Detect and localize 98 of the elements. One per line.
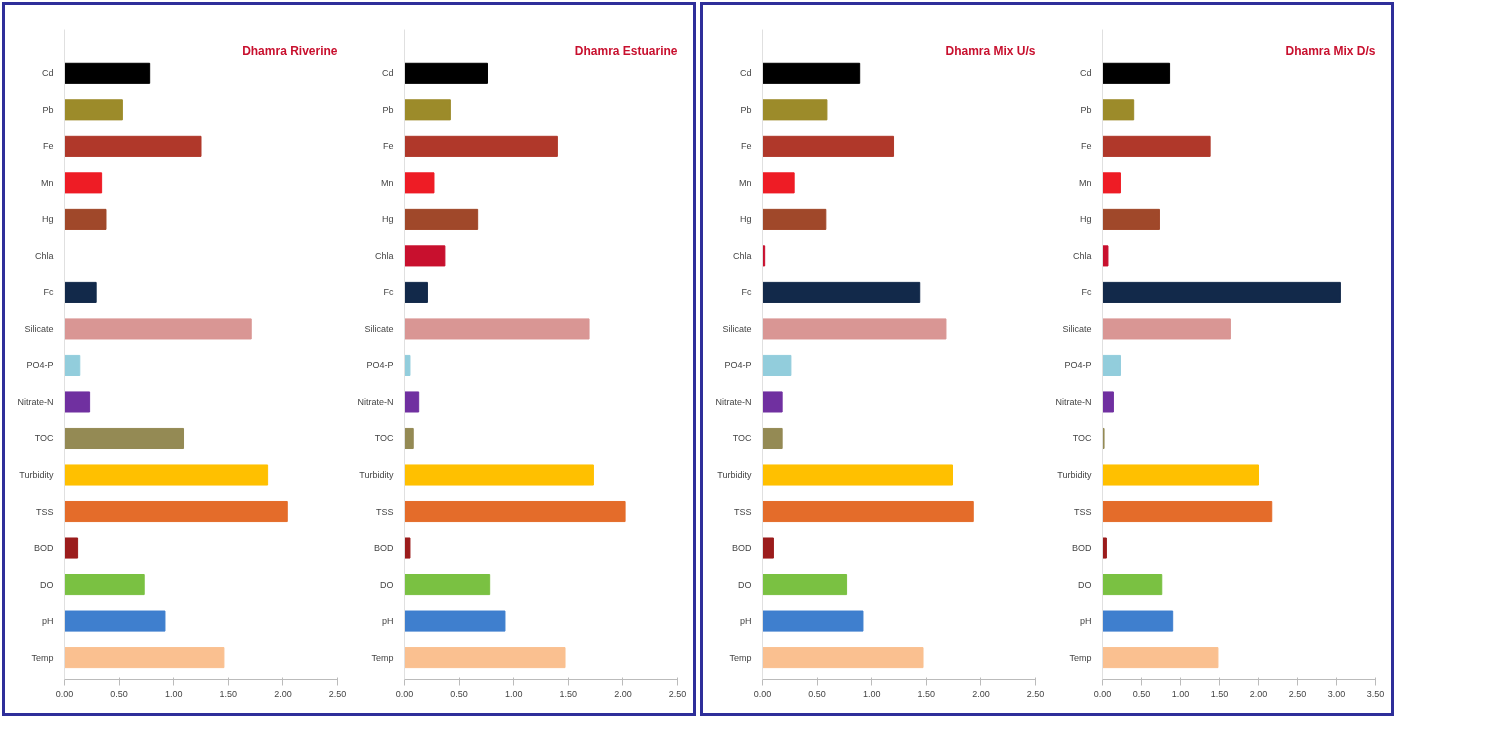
y-tick-label: Mn bbox=[1079, 177, 1092, 188]
y-tick-label: pH bbox=[382, 616, 394, 627]
x-tick-label: 2.50 bbox=[1026, 688, 1045, 699]
y-tick-label: Fe bbox=[43, 141, 54, 152]
x-tick-label: 1.50 bbox=[917, 688, 936, 699]
y-tick-label: Cd bbox=[42, 68, 54, 79]
x-tick-label: 2.50 bbox=[328, 688, 347, 699]
y-tick-label: Temp bbox=[1069, 652, 1092, 663]
y-tick-label: Silicate bbox=[24, 323, 54, 334]
x-tick-label: 2.00 bbox=[972, 688, 990, 699]
x-tick-label: 0.00 bbox=[1093, 688, 1112, 699]
text: Dhamra Mix U/s bbox=[945, 44, 1036, 59]
y-tick-label: Nitrate-N bbox=[1055, 396, 1092, 407]
y-tick-label: Nitrate-N bbox=[17, 396, 54, 407]
y-tick-label: TOC bbox=[374, 433, 394, 444]
y-tick-label: Nitrate-N bbox=[357, 396, 394, 407]
y-tick-label: Chla bbox=[374, 250, 394, 261]
y-tick-label: Silicate bbox=[364, 323, 394, 334]
y-tick-label: Cd bbox=[382, 68, 394, 79]
y-tick-label: Fc bbox=[741, 287, 752, 298]
text: Dhamra Riverine bbox=[242, 44, 338, 59]
y-tick-label: BOD bbox=[34, 543, 54, 554]
y-tick-label: Mn bbox=[739, 177, 752, 188]
x-tick-label: 2.50 bbox=[668, 688, 687, 699]
y-tick-label: Fc bbox=[1081, 287, 1092, 298]
x-tick-label: 2.50 bbox=[1288, 688, 1307, 699]
y-tick-label: BOD bbox=[374, 543, 394, 554]
y-tick-label: Fe bbox=[383, 141, 394, 152]
x-tick-label: 2.00 bbox=[614, 688, 632, 699]
x-tick-label: 1.00 bbox=[862, 688, 881, 699]
y-tick-label: BOD bbox=[732, 543, 752, 554]
y-tick-label: Cd bbox=[740, 68, 752, 79]
y-tick-label: Chla bbox=[1072, 250, 1092, 261]
y-tick-label: Hg bbox=[42, 214, 54, 225]
y-tick-label: TOC bbox=[34, 433, 54, 444]
y-tick-label: Chla bbox=[732, 250, 752, 261]
y-tick-label: Hg bbox=[382, 214, 394, 225]
y-tick-label: PO4-P bbox=[366, 360, 394, 371]
x-tick-label: 0.00 bbox=[55, 688, 74, 699]
text: Dhamra Estuarine bbox=[574, 44, 678, 59]
y-tick-label: Turbidity bbox=[359, 470, 394, 481]
y-tick-label: Silicate bbox=[1062, 323, 1092, 334]
y-tick-label: Pb bbox=[382, 104, 394, 115]
y-tick-label: Hg bbox=[740, 214, 752, 225]
y-tick-label: Pb bbox=[42, 104, 54, 115]
y-tick-label: PO4-P bbox=[1064, 360, 1092, 371]
text: Dhamra Mix D/s bbox=[1285, 44, 1376, 59]
y-tick-label: TOC bbox=[732, 433, 752, 444]
y-tick-label: Chla bbox=[34, 250, 54, 261]
y-tick-label: Fc bbox=[383, 287, 394, 298]
y-tick-label: DO bbox=[40, 579, 54, 590]
x-tick-label: 1.00 bbox=[164, 688, 183, 699]
y-tick-label: Hg bbox=[1080, 214, 1092, 225]
y-tick-label: Temp bbox=[371, 652, 394, 663]
y-tick-label: Nitrate-N bbox=[715, 396, 752, 407]
y-tick-label: TSS bbox=[734, 506, 752, 517]
x-tick-label: 0.50 bbox=[110, 688, 128, 699]
x-tick-label: 1.50 bbox=[219, 688, 238, 699]
y-tick-label: Pb bbox=[740, 104, 752, 115]
y-tick-label: Fc bbox=[43, 287, 54, 298]
x-tick-label: 0.50 bbox=[1132, 688, 1151, 699]
y-tick-label: Fe bbox=[1081, 141, 1092, 152]
x-tick-label: 2.00 bbox=[1249, 688, 1268, 699]
y-tick-label: PO4-P bbox=[724, 360, 752, 371]
x-tick-label: 0.00 bbox=[753, 688, 772, 699]
x-tick-label: 0.50 bbox=[450, 688, 468, 699]
y-tick-label: Turbidity bbox=[717, 470, 752, 481]
x-tick-label: 2.00 bbox=[274, 688, 292, 699]
y-tick-label: TSS bbox=[1074, 506, 1092, 517]
y-tick-label: Mn bbox=[381, 177, 394, 188]
y-tick-label: Pb bbox=[1080, 104, 1092, 115]
y-tick-label: TOC bbox=[1072, 433, 1092, 444]
y-tick-label: BOD bbox=[1072, 543, 1092, 554]
x-tick-label: 1.00 bbox=[504, 688, 523, 699]
y-tick-label: DO bbox=[1078, 579, 1092, 590]
y-tick-label: pH bbox=[42, 616, 54, 627]
x-tick-label: 0.50 bbox=[808, 688, 826, 699]
y-tick-label: DO bbox=[380, 579, 394, 590]
y-tick-label: TSS bbox=[376, 506, 394, 517]
y-tick-label: pH bbox=[740, 616, 752, 627]
y-tick-label: Temp bbox=[729, 652, 752, 663]
x-tick-label: 3.50 bbox=[1366, 688, 1385, 699]
y-tick-label: DO bbox=[738, 579, 752, 590]
x-tick-label: 0.00 bbox=[395, 688, 414, 699]
x-tick-label: 3.00 bbox=[1327, 688, 1346, 699]
x-tick-label: 1.50 bbox=[1210, 688, 1229, 699]
y-tick-label: Fe bbox=[741, 141, 752, 152]
y-tick-label: Turbidity bbox=[19, 470, 54, 481]
x-tick-label: 1.50 bbox=[559, 688, 578, 699]
y-tick-label: Cd bbox=[1080, 68, 1092, 79]
y-tick-label: Mn bbox=[41, 177, 54, 188]
y-tick-label: Turbidity bbox=[1057, 470, 1092, 481]
x-tick-label: 1.00 bbox=[1171, 688, 1190, 699]
y-tick-label: TSS bbox=[36, 506, 54, 517]
y-tick-label: pH bbox=[1080, 616, 1092, 627]
y-tick-label: Temp bbox=[31, 652, 54, 663]
y-tick-label: Silicate bbox=[722, 323, 752, 334]
y-tick-label: PO4-P bbox=[26, 360, 54, 371]
